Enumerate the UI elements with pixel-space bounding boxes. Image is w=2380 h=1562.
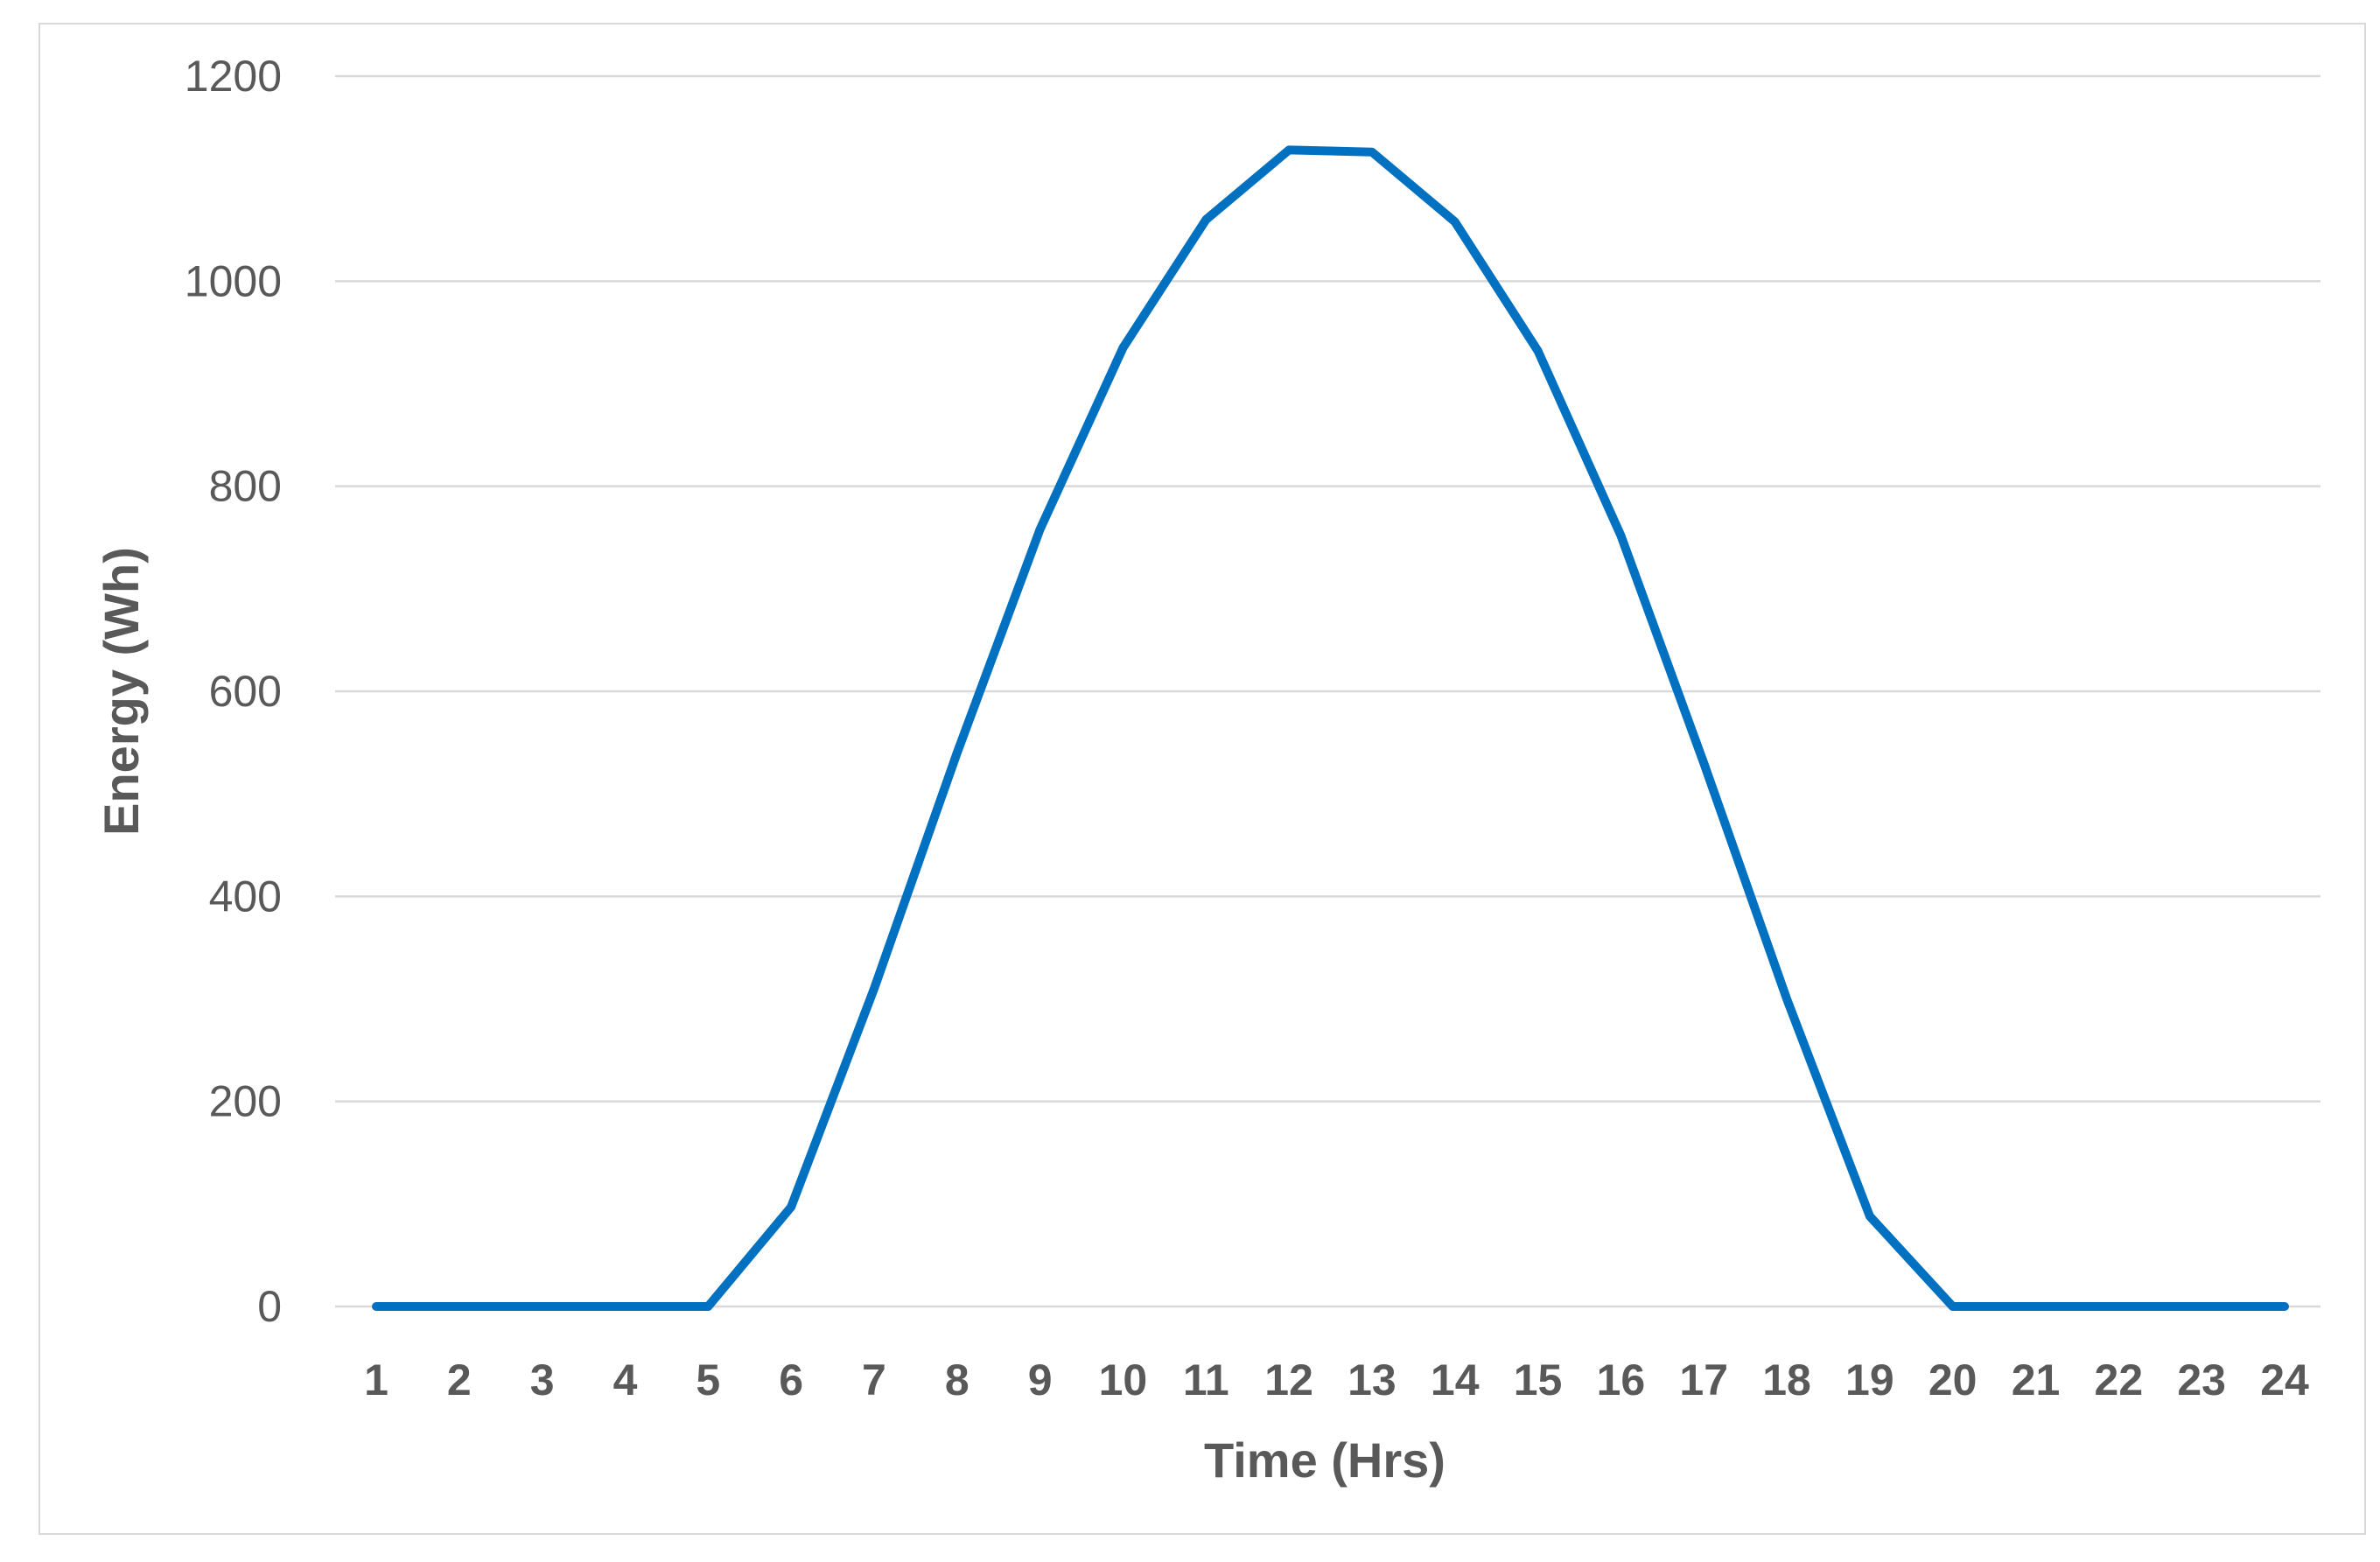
x-tick-label: 14 bbox=[1431, 1355, 1480, 1404]
chart-frame bbox=[38, 23, 2366, 1535]
x-tick-label: 13 bbox=[1348, 1355, 1396, 1404]
x-axis-title: Time (Hrs) bbox=[1204, 1432, 1446, 1488]
y-tick-label: 1200 bbox=[185, 52, 282, 101]
x-tick-label: 22 bbox=[2095, 1355, 2144, 1404]
x-tick-label: 4 bbox=[613, 1355, 638, 1404]
y-tick-label: 1000 bbox=[185, 256, 282, 305]
series-line bbox=[372, 145, 2289, 1311]
x-tick-label: 8 bbox=[945, 1355, 970, 1404]
x-tick-label: 9 bbox=[1028, 1355, 1053, 1404]
y-tick-label: 0 bbox=[257, 1282, 282, 1331]
y-tick-label: 200 bbox=[209, 1077, 282, 1126]
x-tick-label: 2 bbox=[447, 1355, 472, 1404]
x-axis-ticks: 1 2 3 4 5 6 7 8 9 10 11 12 13 14 15 16 17 18 19 20 21 22 23 24 bbox=[364, 1355, 2309, 1404]
x-tick-label: 6 bbox=[779, 1355, 803, 1404]
series-layer bbox=[372, 145, 2289, 1311]
y-axis-ticks: 0 200 400 600 800 1000 1200 bbox=[185, 52, 282, 1331]
x-tick-label: 15 bbox=[1514, 1355, 1563, 1404]
x-tick-label: 5 bbox=[696, 1355, 720, 1404]
x-tick-label: 11 bbox=[1183, 1355, 1229, 1404]
x-tick-label: 19 bbox=[1845, 1355, 1894, 1404]
y-tick-label: 400 bbox=[209, 872, 282, 921]
y-axis-title: Energy (Wh) bbox=[94, 547, 149, 836]
x-tick-label: 10 bbox=[1099, 1355, 1148, 1404]
x-tick-label: 1 bbox=[364, 1355, 388, 1404]
x-tick-label: 20 bbox=[1928, 1355, 1978, 1404]
x-tick-label: 24 bbox=[2260, 1355, 2309, 1404]
x-tick-label: 3 bbox=[530, 1355, 555, 1404]
x-tick-label: 17 bbox=[1679, 1355, 1728, 1404]
x-tick-label: 12 bbox=[1264, 1355, 1313, 1404]
y-tick-label: 800 bbox=[209, 462, 282, 511]
x-tick-label: 18 bbox=[1762, 1355, 1811, 1404]
x-tick-label: 7 bbox=[862, 1355, 886, 1404]
gridlines bbox=[335, 74, 2320, 1308]
y-tick-label: 600 bbox=[209, 667, 282, 716]
x-tick-label: 16 bbox=[1597, 1355, 1646, 1404]
x-tick-label: 23 bbox=[2177, 1355, 2226, 1404]
x-tick-label: 21 bbox=[2012, 1355, 2061, 1404]
